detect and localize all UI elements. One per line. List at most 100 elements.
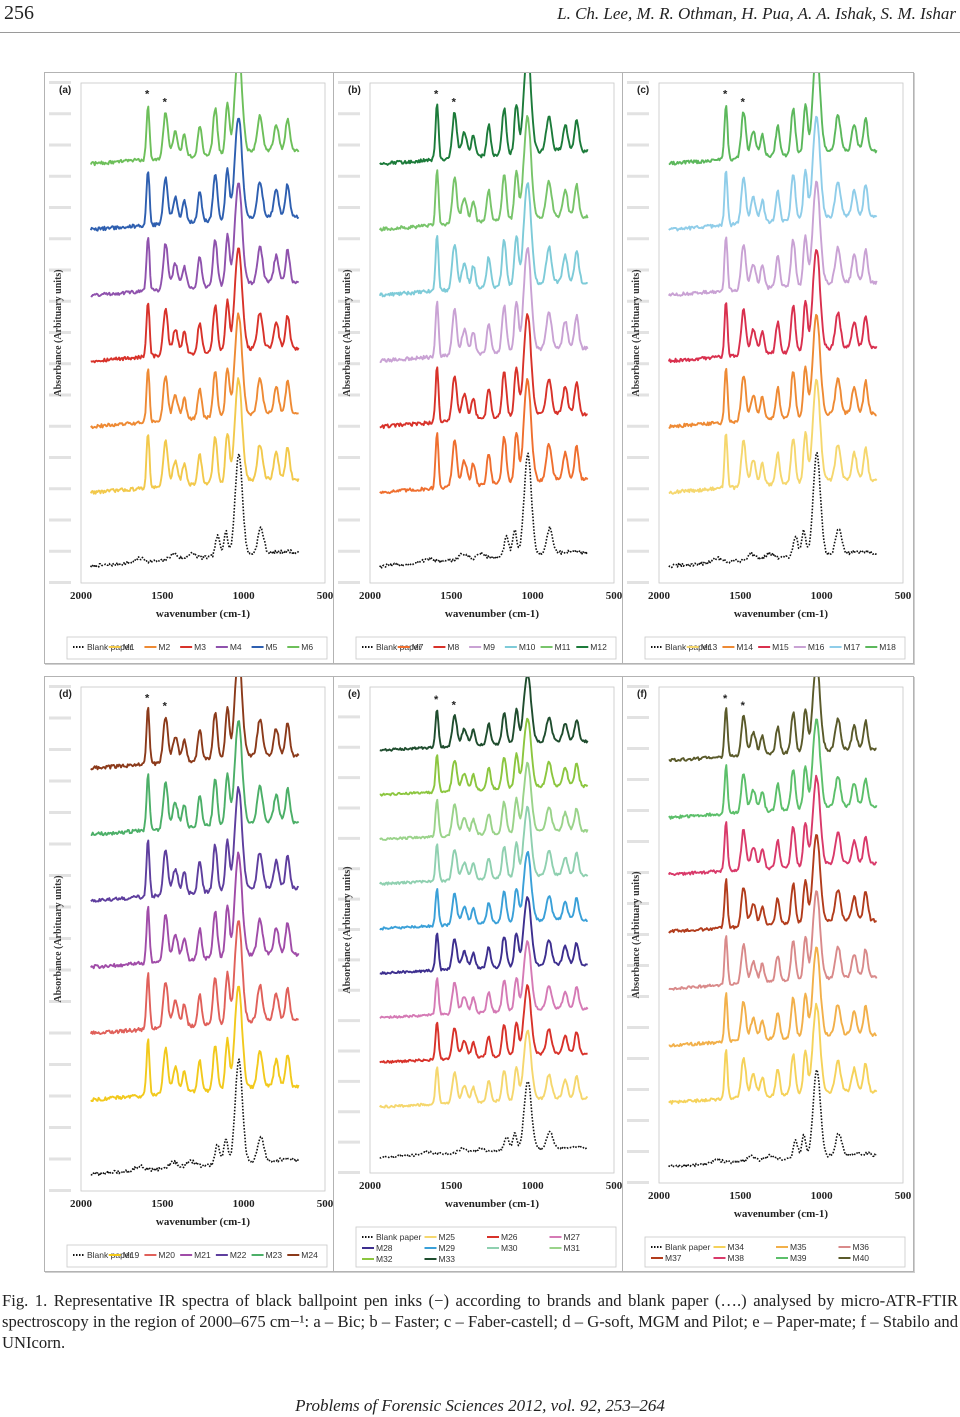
y-tick-mark — [338, 1049, 360, 1053]
y-tick-mark — [49, 1094, 71, 1098]
y-tick-mark — [627, 1150, 649, 1153]
x-tick-label: 500 — [895, 1190, 912, 1202]
legend-label: M23 — [266, 1250, 283, 1260]
x-tick-label: 1000 — [522, 1180, 545, 1192]
series-line-m7 — [379, 377, 589, 495]
spectra-chart: (c) Absorbance (Arbituary units) * * 2000 150… — [627, 73, 912, 660]
series-line-m1 — [89, 377, 300, 495]
x-axis-label: wavenumber (cm-1) — [445, 608, 540, 620]
y-tick-mark — [627, 143, 649, 147]
legend-label: M7 — [412, 642, 424, 652]
x-tick-label: 2000 — [648, 590, 671, 602]
legend-label: M24 — [301, 1250, 318, 1260]
x-axis-label: wavenumber (cm-1) — [734, 608, 829, 620]
plot-area — [369, 686, 615, 1174]
y-tick-mark — [338, 393, 360, 397]
y-tick-mark — [627, 299, 649, 303]
legend-label: M30 — [501, 1243, 518, 1253]
y-tick-mark — [338, 776, 360, 780]
y-tick-mark — [338, 867, 360, 871]
legend-label: M36 — [853, 1242, 870, 1252]
plot-area — [80, 82, 326, 584]
y-tick-mark — [49, 685, 71, 688]
legend-label: M19 — [123, 1250, 140, 1260]
y-tick-mark — [627, 549, 649, 553]
legend-label: M22 — [230, 1250, 247, 1260]
y-tick-mark — [627, 995, 649, 998]
y-tick-mark — [627, 518, 649, 522]
legend-label: M1 — [123, 642, 135, 652]
legend-label: M15 — [772, 642, 789, 652]
peak-marker: * — [434, 694, 439, 706]
series-line-m14 — [668, 313, 877, 429]
panel-label: (c) — [637, 85, 649, 96]
peak-marker: * — [741, 97, 746, 109]
x-tick-label: 2000 — [359, 590, 382, 602]
y-tick-mark — [49, 779, 71, 783]
series-line-m13 — [668, 378, 878, 495]
panel-label: (b) — [348, 85, 361, 96]
y-tick-mark — [338, 206, 360, 209]
peak-marker: * — [723, 693, 728, 705]
legend-label: M12 — [590, 642, 607, 652]
series-line-blank-paper — [90, 1058, 300, 1176]
y-tick-mark — [49, 456, 71, 459]
series-line-m9 — [379, 247, 589, 364]
y-tick-mark — [627, 1088, 649, 1091]
legend-label: M34 — [728, 1242, 745, 1252]
y-tick-mark — [49, 1063, 71, 1066]
running-head: 256 L. Ch. Lee, M. R. Othman, H. Pua, A.… — [0, 0, 960, 33]
y-tick-mark — [338, 112, 360, 116]
y-tick-mark — [338, 1079, 360, 1083]
y-axis-label: Absorbance (Arbituary units) — [53, 875, 64, 1002]
x-tick-label: 500 — [317, 590, 334, 602]
plot-area — [658, 82, 904, 584]
series-line-m38 — [667, 774, 878, 876]
series-line-m4 — [90, 182, 300, 298]
y-tick-mark — [627, 840, 649, 843]
y-tick-mark — [49, 518, 71, 522]
series-line-m35 — [668, 946, 877, 1048]
y-tick-mark — [49, 1126, 71, 1129]
series-line-m3 — [90, 247, 300, 364]
series-line-m27 — [379, 940, 589, 1019]
y-axis-label: Absorbance (Arbituary units) — [631, 269, 642, 396]
y-tick-mark — [627, 362, 649, 366]
series-line-m17 — [668, 115, 878, 232]
y-tick-mark — [338, 1019, 360, 1023]
author-list: L. Ch. Lee, M. R. Othman, H. Pua, A. A. … — [557, 4, 956, 23]
x-tick-label: 2000 — [359, 1180, 382, 1192]
peak-marker: * — [434, 88, 439, 100]
x-axis-label: wavenumber (cm-1) — [156, 608, 251, 620]
y-tick-mark — [338, 745, 360, 749]
y-tick-mark — [627, 174, 649, 178]
legend-label: M18 — [879, 642, 896, 652]
y-tick-mark — [338, 1171, 360, 1174]
y-tick-mark — [338, 806, 360, 810]
y-tick-mark — [627, 933, 649, 936]
x-axis-label: wavenumber (cm-1) — [445, 1198, 540, 1210]
y-tick-mark — [627, 81, 649, 84]
legend-label: Blank paper — [665, 1242, 711, 1252]
journal-footer: Problems of Forensic Sciences 2012, vol.… — [295, 1396, 665, 1415]
series-line-m21 — [90, 851, 300, 970]
legend-label: M10 — [519, 642, 536, 652]
panel-label: (a) — [59, 85, 71, 96]
plot-area — [658, 686, 904, 1184]
y-tick-mark — [338, 331, 360, 334]
series-line-m22 — [90, 786, 300, 903]
legend-label: M17 — [844, 642, 861, 652]
legend-box — [355, 1226, 617, 1268]
legend-box — [66, 1244, 328, 1268]
legend-box — [644, 636, 906, 660]
y-tick-mark — [49, 143, 71, 147]
y-tick-mark — [49, 842, 71, 846]
series-line-m15 — [667, 249, 878, 364]
y-tick-mark — [627, 456, 649, 459]
y-tick-mark — [49, 174, 71, 178]
legend-box — [66, 636, 328, 660]
figure-panel-a: (a) Absorbance (Arbituary units) * * 2000 150… — [44, 72, 336, 664]
series-line-blank-paper — [90, 453, 300, 569]
y-tick-mark — [338, 928, 360, 931]
peak-marker: * — [145, 88, 150, 100]
